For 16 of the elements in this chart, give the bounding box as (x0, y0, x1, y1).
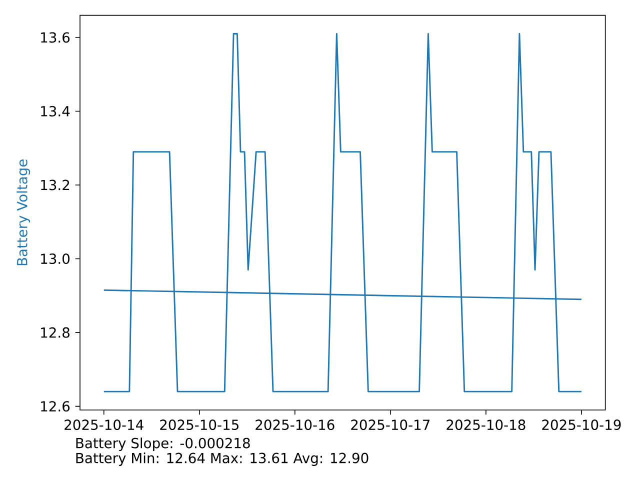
y-tick-label: 13.4 (41, 106, 70, 116)
text: Battery Slope: -0.000218 (76, 438, 250, 452)
y-tick-label: 12.8 (41, 327, 70, 338)
x-tick-label: 2025-10-14 (64, 420, 144, 430)
x-tick-label: 2025-10-17 (351, 420, 430, 430)
x-tick-label: 2025-10-16 (256, 420, 334, 430)
y-tick-label: 13.6 (41, 32, 70, 43)
x-tick-label: 2025-10-15 (160, 420, 238, 430)
y-tick-label: 12.6 (41, 401, 70, 412)
x-tick-label: 2025-10-19 (542, 420, 621, 430)
x-tick-label: 2025-10-18 (446, 420, 526, 430)
line-series (103, 33, 582, 392)
y-tick-label: 13.0 (41, 254, 70, 264)
text: Battery Min: 12.64 Max: 13.61 Avg: 12.90 (76, 452, 368, 466)
y-tick-label: 13.2 (41, 180, 70, 190)
y-axis-title: Battery Voltage (16, 160, 30, 266)
